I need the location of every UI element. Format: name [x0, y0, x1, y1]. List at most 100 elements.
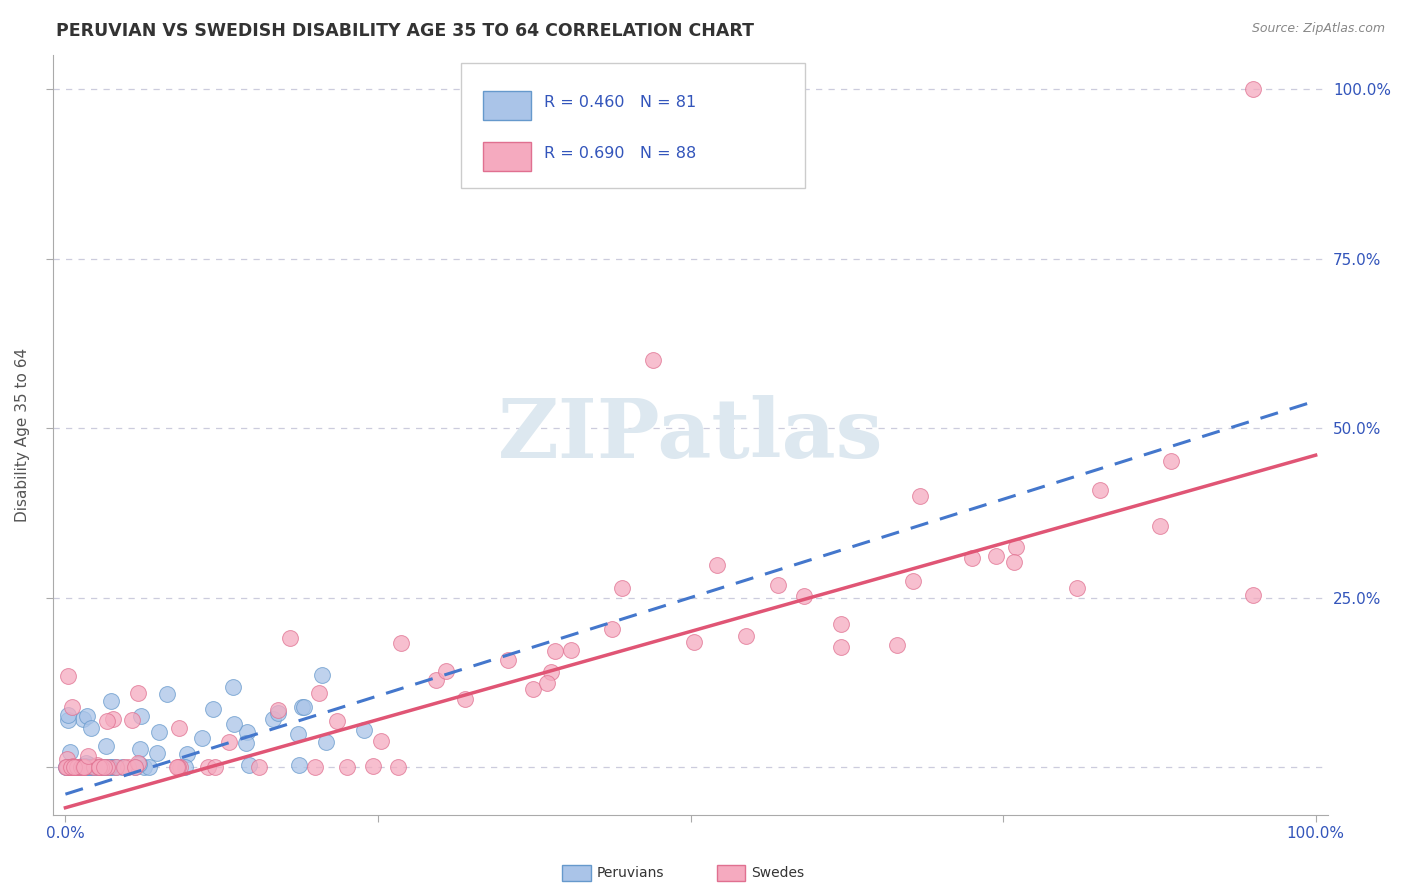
Point — [308, 686, 330, 700]
Point — [682, 635, 704, 649]
Point — [236, 725, 259, 739]
Point — [66, 760, 89, 774]
Point — [267, 706, 290, 720]
Point — [96, 760, 118, 774]
Point — [94, 760, 117, 774]
Point — [124, 760, 146, 774]
Point — [247, 760, 270, 774]
Point — [166, 760, 188, 774]
FancyBboxPatch shape — [482, 91, 531, 120]
Point — [70, 760, 93, 774]
Point — [59, 760, 82, 774]
Point — [75, 760, 97, 774]
Point — [600, 622, 623, 636]
Point — [425, 673, 447, 687]
Point — [79, 760, 101, 774]
Text: R = 0.690   N = 88: R = 0.690 N = 88 — [544, 146, 696, 161]
Point — [288, 758, 311, 772]
Point — [235, 736, 257, 750]
Point — [169, 760, 191, 774]
FancyBboxPatch shape — [461, 62, 806, 188]
Point — [1066, 581, 1088, 595]
Point — [218, 735, 240, 749]
Text: Swedes: Swedes — [751, 866, 804, 880]
Point — [60, 760, 83, 774]
Point — [1088, 483, 1111, 497]
Point — [55, 760, 77, 774]
Point — [60, 760, 83, 774]
Point — [56, 752, 79, 766]
Point — [121, 713, 143, 727]
Point — [127, 756, 149, 770]
Point — [536, 675, 558, 690]
Point — [77, 760, 100, 774]
Point — [62, 759, 84, 773]
Point — [77, 748, 100, 763]
Point — [97, 760, 120, 774]
Point — [706, 558, 728, 572]
Point — [55, 760, 77, 774]
Point — [60, 760, 83, 774]
Point — [83, 760, 105, 774]
Point — [436, 664, 458, 678]
Point — [80, 722, 103, 736]
Point — [93, 760, 115, 774]
Point — [138, 760, 160, 774]
Point — [96, 714, 118, 729]
Point — [79, 758, 101, 772]
Point — [167, 760, 190, 774]
Point — [86, 758, 108, 772]
Point — [148, 725, 170, 739]
Point — [60, 760, 83, 774]
Point — [63, 760, 86, 774]
Point — [89, 760, 111, 774]
Point — [336, 760, 359, 774]
Point — [1241, 588, 1264, 602]
Text: PERUVIAN VS SWEDISH DISABILITY AGE 35 TO 64 CORRELATION CHART: PERUVIAN VS SWEDISH DISABILITY AGE 35 TO… — [56, 22, 754, 40]
Point — [114, 760, 136, 774]
Point — [173, 760, 195, 774]
Point — [73, 760, 96, 774]
Point — [287, 727, 309, 741]
Point — [202, 701, 225, 715]
Point — [59, 760, 82, 774]
Point — [87, 760, 110, 774]
Point — [496, 653, 519, 667]
Point — [60, 699, 83, 714]
Point — [87, 760, 110, 774]
Y-axis label: Disability Age 35 to 64: Disability Age 35 to 64 — [15, 348, 30, 522]
Point — [908, 489, 931, 503]
Point — [167, 721, 190, 735]
Text: Source: ZipAtlas.com: Source: ZipAtlas.com — [1251, 22, 1385, 36]
Point — [238, 758, 260, 772]
Point — [291, 699, 314, 714]
Point — [155, 687, 177, 701]
Point — [304, 760, 326, 774]
Text: ZIPatlas: ZIPatlas — [498, 395, 883, 475]
Point — [94, 760, 117, 774]
Point — [129, 709, 152, 723]
Point — [792, 590, 814, 604]
Point — [294, 699, 316, 714]
Point — [73, 760, 96, 774]
Point — [56, 708, 79, 723]
Point — [984, 549, 1007, 563]
Point — [98, 760, 121, 774]
Point — [83, 760, 105, 774]
Point — [222, 680, 245, 694]
Point — [353, 723, 375, 737]
FancyBboxPatch shape — [482, 142, 531, 170]
Text: R = 0.460   N = 81: R = 0.460 N = 81 — [544, 95, 696, 111]
Point — [80, 760, 103, 774]
Point — [204, 760, 226, 774]
Text: Peruvians: Peruvians — [596, 866, 664, 880]
Point — [97, 760, 120, 774]
Point — [111, 760, 134, 774]
Point — [263, 712, 285, 726]
Point — [830, 616, 852, 631]
Point — [886, 638, 908, 652]
Point — [65, 760, 87, 774]
Point — [55, 760, 77, 774]
Point — [522, 681, 544, 696]
Point — [94, 739, 117, 754]
